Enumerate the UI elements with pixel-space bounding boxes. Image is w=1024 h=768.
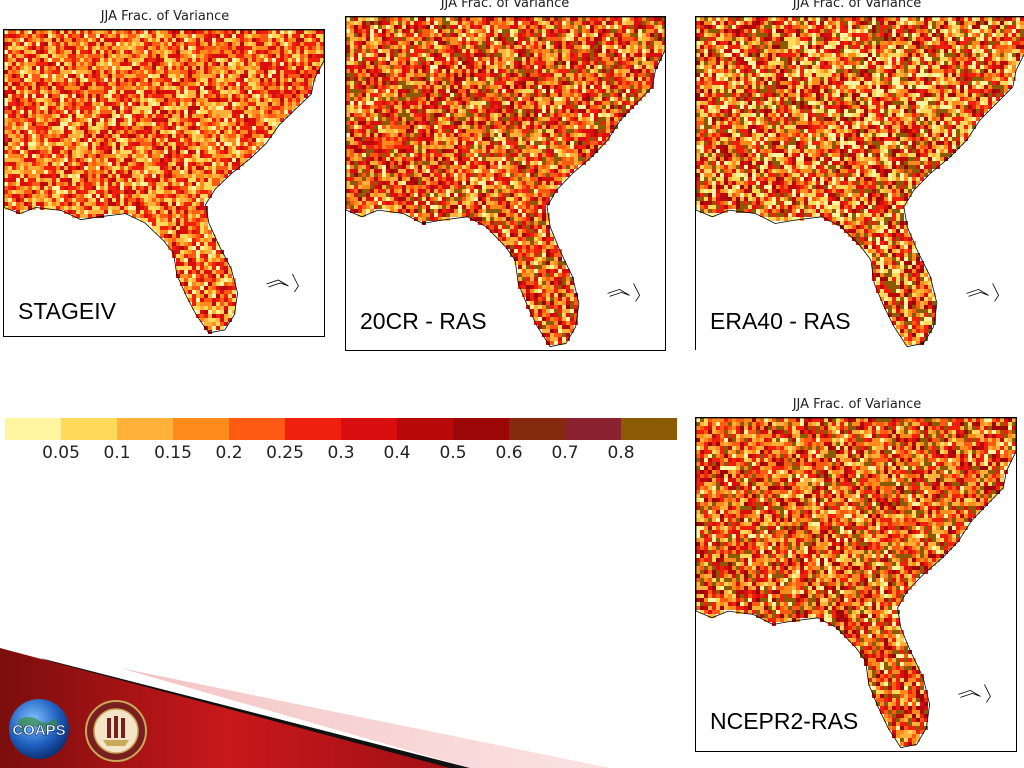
colorbar-tick-label: 0.5 — [439, 443, 467, 463]
map-stageiv — [4, 30, 324, 334]
colorbar-tick-label: 0.4 — [383, 443, 411, 463]
panel-title: JJA Frac. of Variance — [792, 0, 922, 11]
map-ncepr2 — [696, 418, 1016, 749]
colorbar-swatch — [453, 418, 509, 440]
coastline — [4, 30, 324, 334]
colorbar-tick-label: 0.2 — [215, 443, 243, 463]
map-frame — [3, 29, 325, 337]
colorbar-swatch — [565, 418, 621, 440]
panel-label: NCEPR2-RAS — [710, 708, 859, 734]
map-grid-cells — [346, 17, 665, 345]
colorbar-tick-label: 0.1 — [103, 443, 131, 463]
colorbar-swatch — [285, 418, 341, 440]
island-outline — [958, 684, 991, 703]
coaps-text: COAPS — [12, 722, 65, 739]
panel-title: JJA Frac. of Variance — [792, 397, 922, 412]
island-outline — [607, 283, 641, 302]
colorbar-tick-label: 0.15 — [154, 443, 192, 463]
panel-title: JJA Frac. of Variance — [100, 9, 230, 24]
map-frame — [695, 16, 1024, 350]
colorbar-tick-label: 0.8 — [607, 443, 635, 463]
map-grid-cells — [696, 17, 1024, 345]
fsu-seal — [85, 700, 147, 762]
colorbar-tick-label: 0.05 — [42, 443, 80, 463]
island-outline — [266, 273, 299, 293]
island-outline — [966, 283, 1000, 302]
colorbar-swatch — [341, 418, 397, 440]
coastline — [346, 17, 665, 348]
seal-icon — [85, 700, 147, 762]
coastline — [696, 418, 1016, 749]
map-frame — [695, 417, 1017, 752]
colorbar-swatch — [61, 418, 117, 440]
colorbar-tick-label: 0.25 — [266, 443, 304, 463]
coaps-logo: COAPS — [8, 698, 70, 760]
map-era40 — [696, 17, 1024, 348]
panel-20cr: JJA Frac. of Variance 20CR - RAS — [340, 0, 670, 355]
map-20cr — [346, 17, 665, 348]
colorbar-tick-label: 0.7 — [551, 443, 579, 463]
colorbar-swatch — [397, 418, 453, 440]
panel-title: JJA Frac. of Variance — [440, 0, 570, 11]
globe-icon: COAPS — [9, 699, 69, 759]
colorbar-swatch — [621, 418, 677, 440]
colorbar-swatch — [229, 418, 285, 440]
panel-label: 20CR - RAS — [360, 308, 487, 334]
colorbar-swatch — [117, 418, 173, 440]
coastline — [696, 17, 1024, 348]
panel-label: STAGEIV — [18, 298, 116, 324]
colorbar — [5, 418, 677, 440]
colorbar-tick-label: 0.3 — [327, 443, 355, 463]
panel-ncepr2: JJA Frac. of Variance NCEPR2-RAS — [690, 395, 1024, 760]
colorbar-swatch — [5, 418, 61, 440]
map-frame — [345, 16, 666, 351]
map-grid-cells — [4, 30, 324, 334]
panel-stageiv: JJA Frac. of Variance STAGEIV — [0, 0, 330, 340]
panel-label: ERA40 - RAS — [710, 308, 851, 334]
colorbar-swatch — [509, 418, 565, 440]
panel-era40: JJA Frac. of Variance ERA40 - RAS — [690, 0, 1024, 355]
colorbar-tick-label: 0.6 — [495, 443, 523, 463]
map-grid-cells — [696, 418, 1016, 746]
colorbar-swatch — [173, 418, 229, 440]
